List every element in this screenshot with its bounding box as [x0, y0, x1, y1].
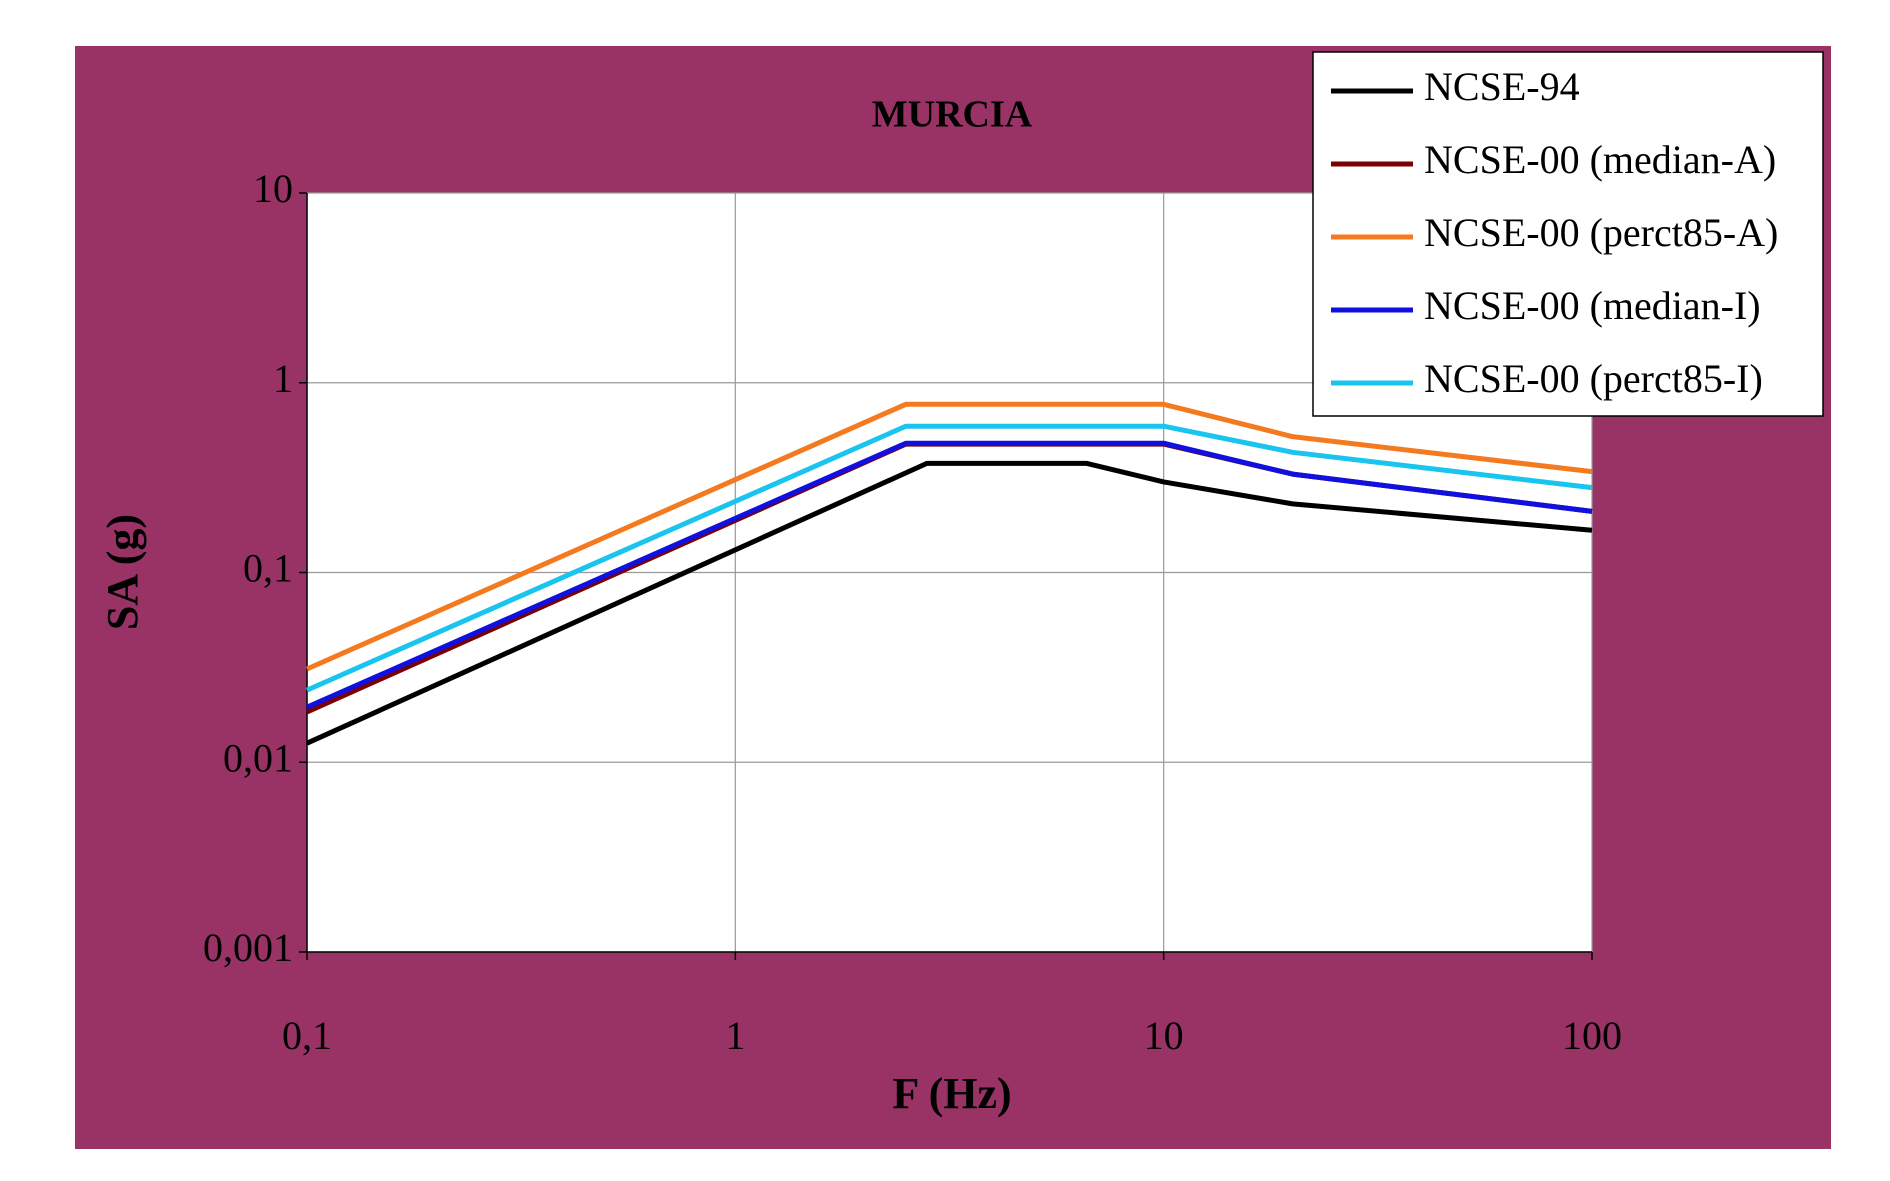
legend: [1312, 51, 1824, 417]
series-line: [305, 460, 1593, 746]
legend-label: NCSE-00 (median-I): [1424, 283, 1761, 328]
series-line: [305, 423, 1593, 693]
x-axis-label: F (Hz): [892, 1069, 1011, 1118]
y-tick-label: 0,001: [203, 925, 293, 970]
legend-label: NCSE-00 (perct85-I): [1424, 356, 1763, 401]
y-tick-label: 1: [273, 356, 293, 401]
legend-label: NCSE-00 (median-A): [1424, 137, 1776, 182]
y-tick-label: 0,1: [243, 546, 293, 591]
lines: [305, 401, 1593, 746]
x-tick-label: 1: [725, 1013, 745, 1058]
x-tick-label: 100: [1562, 1013, 1622, 1058]
chart-title: MURCIA: [872, 94, 1033, 136]
series-line: [305, 440, 1593, 710]
legend-label: NCSE-00 (perct85-A): [1424, 210, 1778, 255]
series-line: [305, 401, 1593, 672]
y-axis-label: SA (g): [98, 514, 147, 630]
y-tick-label: 10: [253, 166, 293, 211]
legend-items: NCSE-94 NCSE-00 (median-A) NCSE-00 (perct8…: [1331, 64, 1778, 401]
x-tick-label: 10: [1144, 1013, 1184, 1058]
y-tick-label: 0,01: [223, 735, 293, 780]
legend-label: NCSE-94: [1424, 64, 1580, 109]
x-tick-label: 0,1: [282, 1013, 332, 1058]
